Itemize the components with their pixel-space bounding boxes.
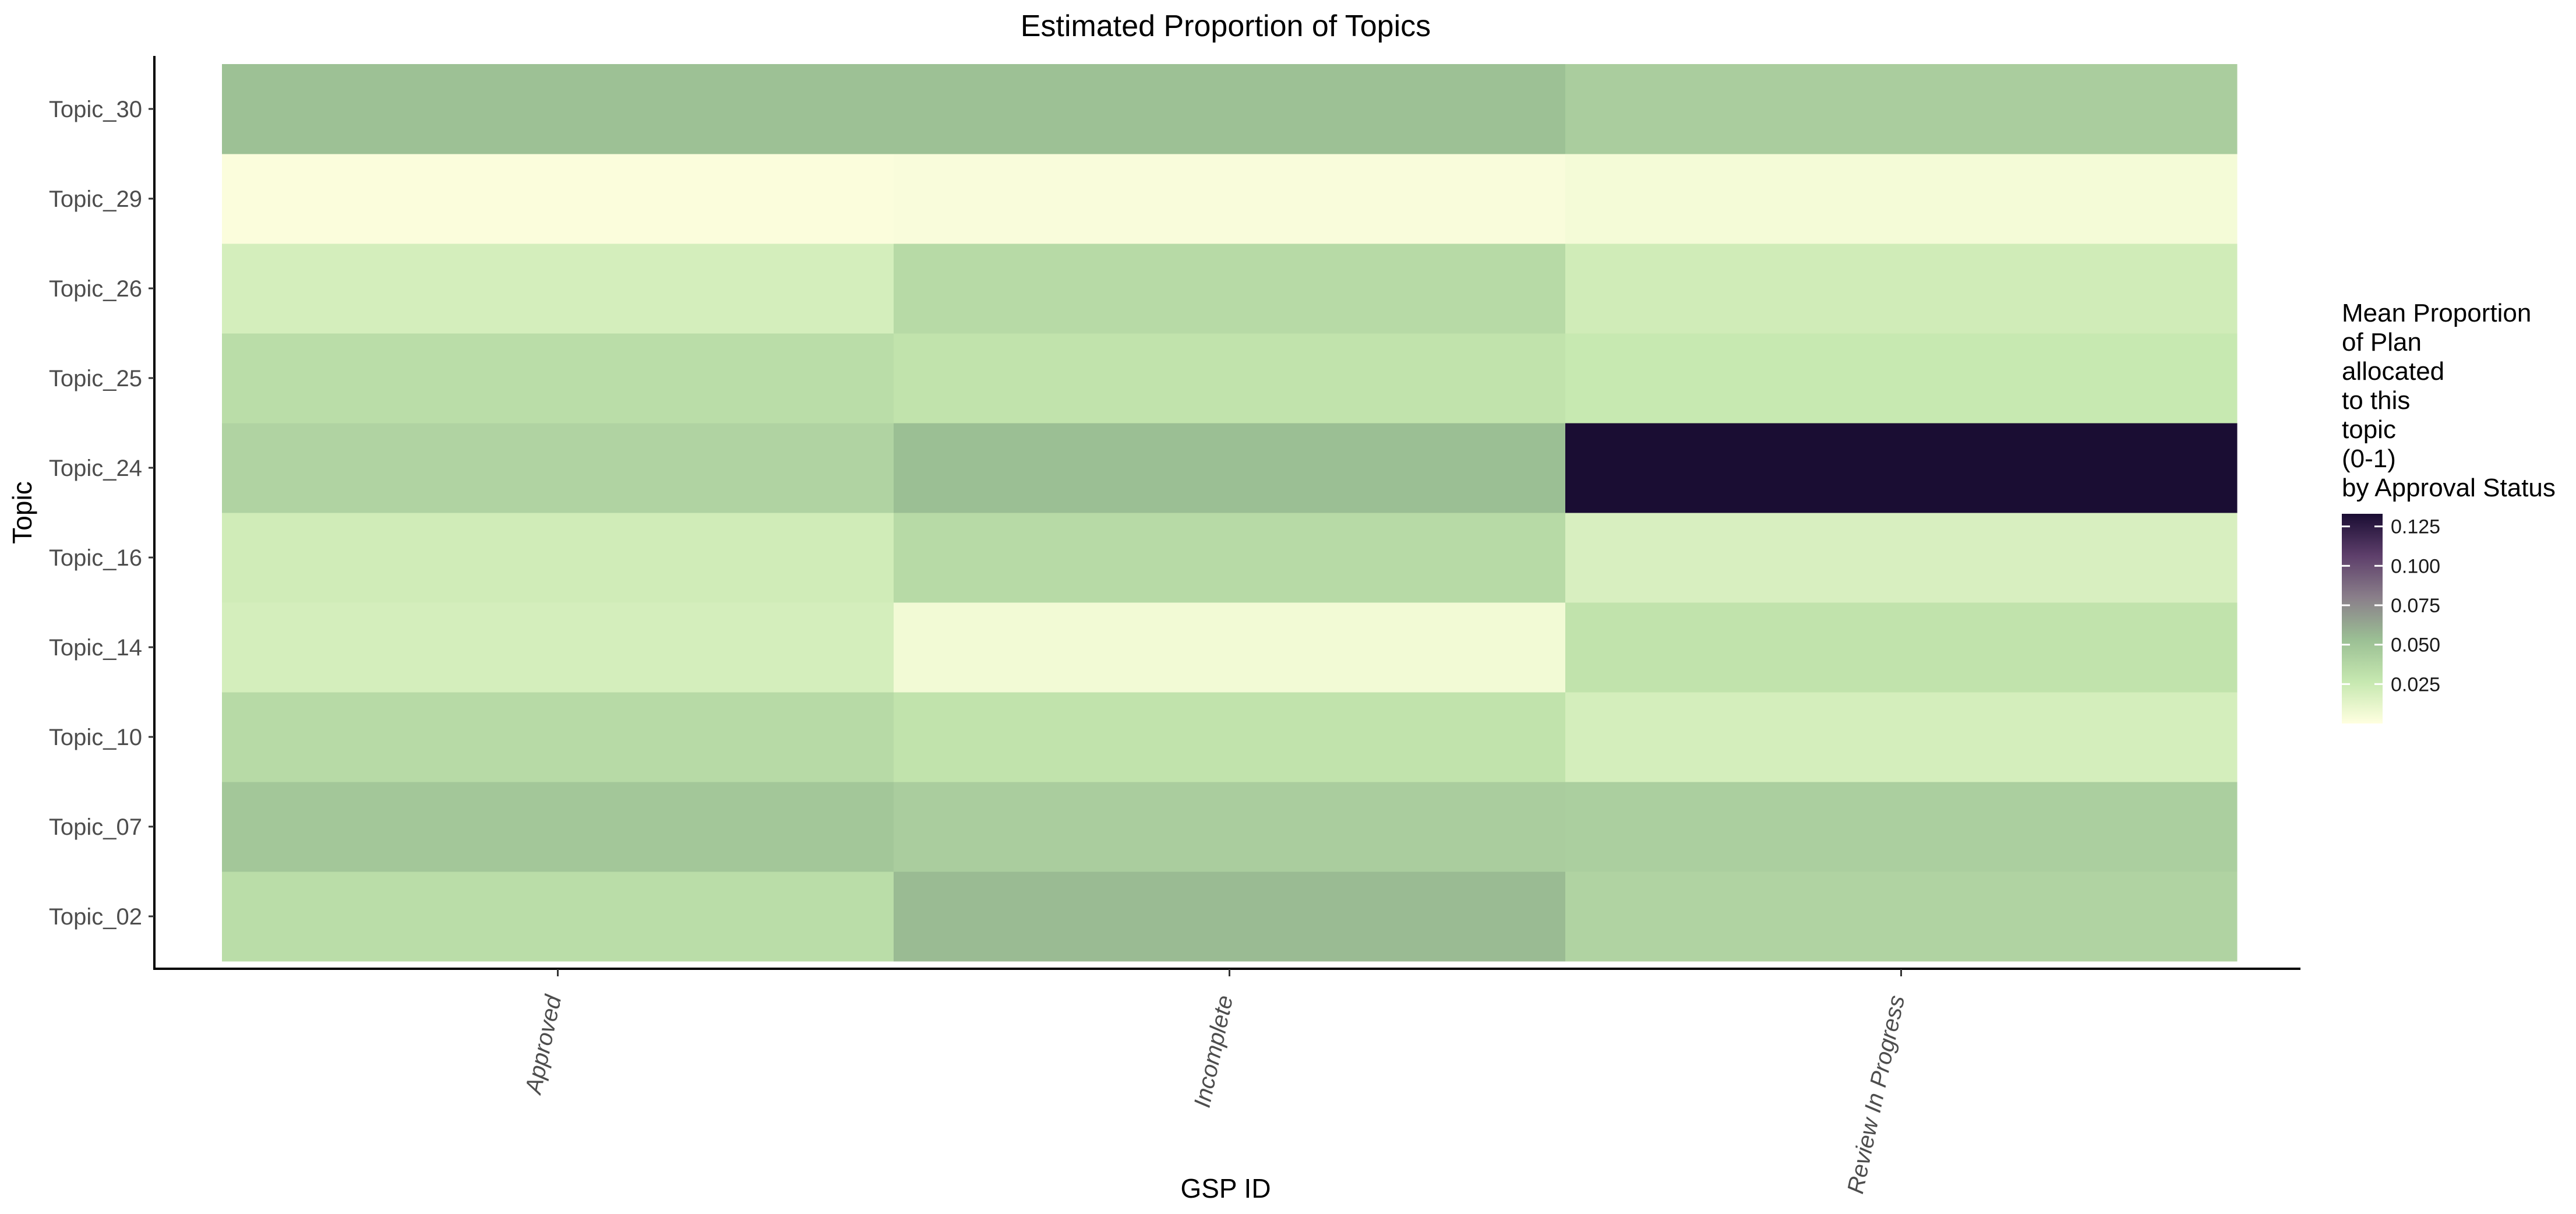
- heatmap-cell-topic-16-review-in-progress: [1565, 513, 2238, 603]
- x-tick-label: Incomplete: [1190, 993, 1238, 1110]
- chart-title: Estimated Proportion of Topics: [1021, 9, 1431, 43]
- legend-tick-label: 0.025: [2391, 673, 2440, 696]
- y-tick-label: Topic_02: [49, 904, 142, 930]
- y-axis-ticks: Topic_02 Topic_07 Topic_10 Topic_14 Topic_16…: [49, 97, 154, 930]
- x-axis-title: GSP ID: [1180, 1173, 1271, 1204]
- heatmap-cell-topic-26-review-in-progress: [1565, 243, 2238, 334]
- y-axis-title: Topic: [7, 481, 37, 544]
- x-tick-label: Review In Progress: [1843, 993, 1910, 1196]
- y-tick-label: Topic_10: [49, 725, 142, 750]
- heatmap-cell-topic-16-approved: [222, 513, 894, 603]
- legend-ticks: 0.025 0.050 0.075 0.100 0.125: [2342, 516, 2440, 696]
- heatmap-cell-topic-02-incomplete: [894, 871, 1566, 962]
- heatmap-cell-topic-26-incomplete: [894, 243, 1566, 334]
- heatmap-cell-topic-02-approved: [222, 871, 894, 962]
- heatmap-cell-topic-10-review-in-progress: [1565, 692, 2238, 782]
- y-tick-label: Topic_29: [49, 186, 142, 212]
- x-tick-label: Approved: [520, 992, 566, 1097]
- y-tick-label: Topic_25: [49, 366, 142, 391]
- legend-tick-label: 0.100: [2391, 555, 2440, 577]
- heatmap-cell-topic-14-incomplete: [894, 602, 1566, 693]
- heatmap-cell-topic-10-approved: [222, 692, 894, 782]
- y-tick-label: Topic_26: [49, 276, 142, 302]
- heatmap-cell-topic-30-approved: [222, 64, 894, 154]
- heatmap-cell-topic-24-incomplete: [894, 423, 1566, 513]
- heatmap-cell-topic-14-approved: [222, 602, 894, 693]
- heatmap-cell-topic-30-review-in-progress: [1565, 64, 2238, 154]
- heatmap-cell-topic-02-review-in-progress: [1565, 871, 2238, 962]
- legend-title-line: of Plan: [2342, 328, 2422, 357]
- y-tick-label: Topic_14: [49, 635, 142, 661]
- y-tick-label: Topic_24: [49, 456, 142, 481]
- legend-title-line: Mean Proportion: [2342, 299, 2531, 327]
- legend-colorbar: [2342, 514, 2383, 724]
- heatmap-cell-topic-29-incomplete: [894, 154, 1566, 244]
- legend-tick-label: 0.125: [2391, 516, 2440, 538]
- legend-tick-label: 0.075: [2391, 595, 2440, 617]
- legend-title-line: topic: [2342, 415, 2396, 444]
- heatmap-cell-topic-30-incomplete: [894, 64, 1566, 154]
- legend-title-line: allocated: [2342, 357, 2444, 386]
- legend-title-line: by Approval Status: [2342, 474, 2556, 502]
- heatmap-cell-topic-29-review-in-progress: [1565, 154, 2238, 244]
- y-tick-label: Topic_30: [49, 97, 142, 122]
- legend-title-line: (0-1): [2342, 444, 2396, 473]
- heatmap-cell-topic-14-review-in-progress: [1565, 602, 2238, 693]
- heatmap-cell-topic-25-approved: [222, 333, 894, 424]
- heatmap-cell-topic-07-incomplete: [894, 782, 1566, 872]
- y-tick-label: Topic_16: [49, 545, 142, 571]
- heatmap-cell-topic-07-review-in-progress: [1565, 782, 2238, 872]
- heatmap-cells: [222, 64, 2238, 962]
- heatmap-cell-topic-26-approved: [222, 243, 894, 334]
- heatmap-cell-topic-24-review-in-progress: [1565, 423, 2238, 513]
- heatmap-cell-topic-07-approved: [222, 782, 894, 872]
- heatmap-cell-topic-29-approved: [222, 154, 894, 244]
- legend-tick-label: 0.050: [2391, 634, 2440, 657]
- heatmap-cell-topic-24-approved: [222, 423, 894, 513]
- heatmap-cell-topic-16-incomplete: [894, 513, 1566, 603]
- x-axis-ticks: Approved Incomplete Review In Progress: [520, 969, 1910, 1196]
- y-tick-label: Topic_07: [49, 814, 142, 840]
- legend-title-line: to this: [2342, 386, 2410, 415]
- heatmap-cell-topic-25-review-in-progress: [1565, 333, 2238, 424]
- heatmap-cell-topic-10-incomplete: [894, 692, 1566, 782]
- heatmap-cell-topic-25-incomplete: [894, 333, 1566, 424]
